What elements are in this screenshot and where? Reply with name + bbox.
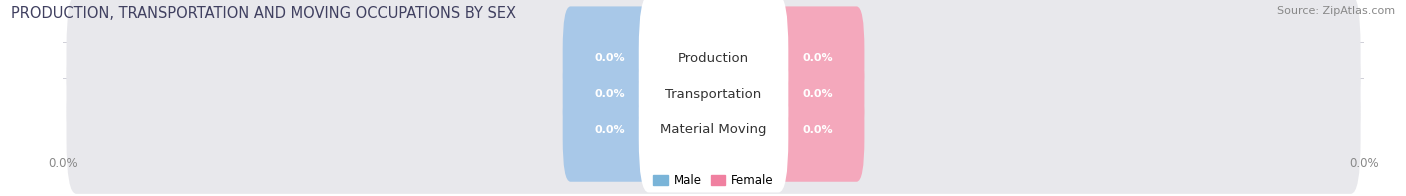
FancyBboxPatch shape [66, 66, 1361, 194]
Legend: Male, Female: Male, Female [648, 169, 779, 192]
FancyBboxPatch shape [770, 6, 865, 111]
Text: 0.0%: 0.0% [595, 125, 624, 135]
FancyBboxPatch shape [562, 6, 657, 111]
FancyBboxPatch shape [638, 67, 789, 192]
Text: 0.0%: 0.0% [803, 125, 832, 135]
FancyBboxPatch shape [562, 78, 657, 182]
Text: PRODUCTION, TRANSPORTATION AND MOVING OCCUPATIONS BY SEX: PRODUCTION, TRANSPORTATION AND MOVING OC… [11, 6, 516, 21]
Text: Production: Production [678, 52, 749, 65]
FancyBboxPatch shape [66, 0, 1361, 122]
Text: 0.0%: 0.0% [803, 54, 832, 64]
FancyBboxPatch shape [562, 42, 657, 146]
Text: 0.0%: 0.0% [803, 89, 832, 99]
FancyBboxPatch shape [638, 0, 789, 121]
Text: Transportation: Transportation [665, 88, 762, 101]
Text: 0.0%: 0.0% [595, 89, 624, 99]
Text: 0.0%: 0.0% [595, 54, 624, 64]
FancyBboxPatch shape [66, 30, 1361, 158]
FancyBboxPatch shape [770, 78, 865, 182]
Text: Source: ZipAtlas.com: Source: ZipAtlas.com [1277, 6, 1395, 16]
FancyBboxPatch shape [638, 31, 789, 157]
FancyBboxPatch shape [770, 42, 865, 146]
Text: Material Moving: Material Moving [661, 123, 766, 136]
